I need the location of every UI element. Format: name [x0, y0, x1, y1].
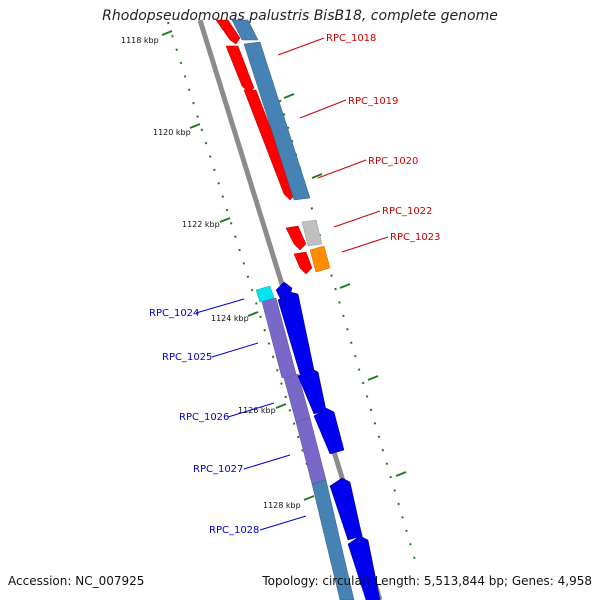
tick-label-1124: 1124 kbp [211, 314, 249, 323]
cds-feature[interactable] [297, 367, 327, 415]
forward-cds-track [215, 19, 313, 275]
cog-bar[interactable] [243, 41, 311, 201]
gene-label-rpc-1025[interactable]: RPC_1025 [162, 352, 212, 363]
gene-label-rpc-1026[interactable]: RPC_1026 [179, 412, 229, 423]
cog-track-upper [231, 19, 311, 201]
cds-feature[interactable] [347, 535, 381, 600]
gene-label-rpc-1023[interactable]: RPC_1023 [390, 232, 440, 243]
cog-bar[interactable] [311, 479, 355, 600]
reverse-cds-track [275, 281, 381, 600]
cog-bar-orange[interactable] [309, 245, 331, 273]
tick-label-1122: 1122 kbp [182, 220, 220, 229]
major-ticks [161, 30, 407, 501]
cds-feature[interactable] [215, 19, 241, 45]
gene-label-rpc-1022[interactable]: RPC_1022 [382, 206, 432, 217]
gene-label-rpc-1024[interactable]: RPC_1024 [149, 308, 199, 319]
cds-feature[interactable] [293, 251, 313, 275]
label-leaders-left [195, 298, 307, 531]
cog-bar[interactable] [231, 19, 259, 41]
cog-bar-cyan[interactable] [255, 285, 275, 303]
gene-label-rpc-1028[interactable]: RPC_1028 [209, 525, 259, 536]
accession-text: Accession: NC_007925 [8, 574, 145, 588]
gene-label-rpc-1018[interactable]: RPC_1018 [326, 33, 376, 44]
cds-feature[interactable] [313, 407, 345, 455]
tick-label-1126: 1126 kbp [238, 406, 276, 415]
cds-feature[interactable] [329, 477, 363, 541]
gene-label-rpc-1020[interactable]: RPC_1020 [368, 156, 418, 167]
cds-feature[interactable] [285, 225, 307, 251]
cog-track-lower [311, 479, 355, 600]
gene-label-rpc-1019[interactable]: RPC_1019 [348, 96, 398, 107]
tick-label-1118: 1118 kbp [121, 36, 159, 45]
cog-bar-gray[interactable] [301, 219, 323, 247]
label-leaders-right [277, 37, 389, 253]
gene-label-rpc-1027[interactable]: RPC_1027 [193, 464, 243, 475]
cog-bar[interactable] [261, 297, 297, 379]
tick-label-1120: 1120 kbp [153, 128, 191, 137]
genome-stats-text: Topology: circular; Length: 5,513,844 bp… [262, 574, 592, 588]
cds-feature[interactable] [277, 291, 315, 375]
tick-label-1128: 1128 kbp [263, 501, 301, 510]
